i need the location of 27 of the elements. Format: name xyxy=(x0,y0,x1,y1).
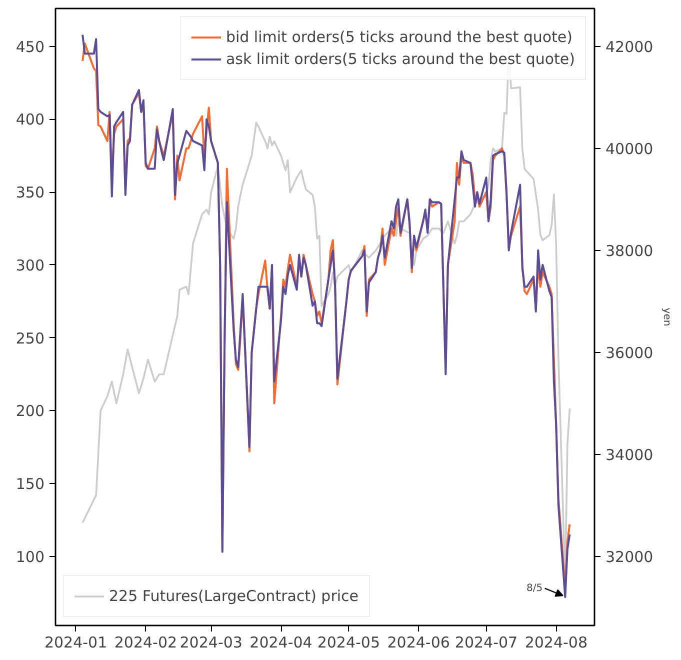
legend-label: bid limit orders(5 ticks around the best quote) xyxy=(226,28,573,46)
x-tick-label: 2024-06 xyxy=(387,634,450,652)
y-tick-label: 100 xyxy=(16,548,45,566)
y-tick-label: 400 xyxy=(16,110,45,129)
y-tick-label: 450 xyxy=(16,38,45,56)
y2-tick-label: 34000 xyxy=(606,446,654,464)
y2-tick-label: 40000 xyxy=(606,140,654,158)
x-tick-label: 2024-04 xyxy=(250,634,312,652)
y-tick-label: 200 xyxy=(16,402,45,420)
y2-tick-label: 38000 xyxy=(606,242,654,260)
y-tick-label: 150 xyxy=(16,474,45,493)
y-tick-label: 350 xyxy=(16,184,45,202)
x-tick-label: 2024-05 xyxy=(317,634,380,652)
legend-label: ask limit orders(5 ticks around the best quote) xyxy=(226,50,575,68)
annotation: 8/5 xyxy=(526,582,543,594)
y2-tick-label: 42000 xyxy=(606,38,654,56)
y2-axis-title: yen xyxy=(661,308,672,326)
x-tick-label: 2024-01 xyxy=(44,634,108,652)
x-tick-label: 2024-02 xyxy=(114,634,178,652)
y2-tick-label: 36000 xyxy=(606,344,654,362)
legend-label: 225 Futures(LargeContract) price xyxy=(109,587,359,605)
y-tick-label: 250 xyxy=(16,329,45,348)
x-tick-label: 2024-08 xyxy=(524,634,588,652)
x-tick-label: 2024-03 xyxy=(180,634,242,652)
x-tick-label: 2024-07 xyxy=(454,634,518,652)
y2-tick-label: 32000 xyxy=(606,548,654,566)
y-tick-label: 300 xyxy=(16,256,45,274)
